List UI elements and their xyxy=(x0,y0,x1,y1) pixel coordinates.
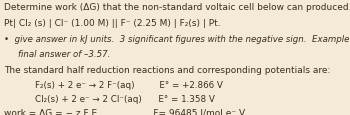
Text: Determine work (ΔG) that the non-standard voltaic cell below can produced.: Determine work (ΔG) that the non-standar… xyxy=(4,3,350,12)
Text: work = ΔG = − z F E: work = ΔG = − z F E xyxy=(4,108,97,115)
Text: F₂(s) + 2 e⁻ → 2 F⁻(aq)         E° = +2.866 V: F₂(s) + 2 e⁻ → 2 F⁻(aq) E° = +2.866 V xyxy=(35,80,223,89)
Text: .    F= 96485 J/mol e⁻ V: . F= 96485 J/mol e⁻ V xyxy=(139,108,245,115)
Text: The standard half reduction reactions and corresponding potentials are:: The standard half reduction reactions an… xyxy=(4,65,330,74)
Text: final answer of –3.57.: final answer of –3.57. xyxy=(18,50,111,59)
Text: •  give answer in kJ units.  3 significant figures with the negative sign.  Exam: • give answer in kJ units. 3 significant… xyxy=(4,35,350,44)
Text: Cl₂(s) + 2 e⁻ → 2 Cl⁻(aq)      E° = 1.358 V: Cl₂(s) + 2 e⁻ → 2 Cl⁻(aq) E° = 1.358 V xyxy=(35,94,215,103)
Text: Pt| Cl₂ (s) | Cl⁻ (1.00 M) || F⁻ (2.25 M) | F₂(s) | Pt.: Pt| Cl₂ (s) | Cl⁻ (1.00 M) || F⁻ (2.25 M… xyxy=(4,18,221,27)
